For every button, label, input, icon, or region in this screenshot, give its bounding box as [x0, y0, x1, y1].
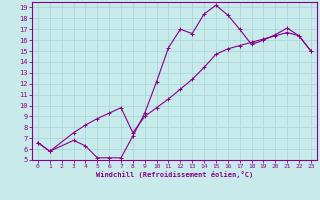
- X-axis label: Windchill (Refroidissement éolien,°C): Windchill (Refroidissement éolien,°C): [96, 171, 253, 178]
